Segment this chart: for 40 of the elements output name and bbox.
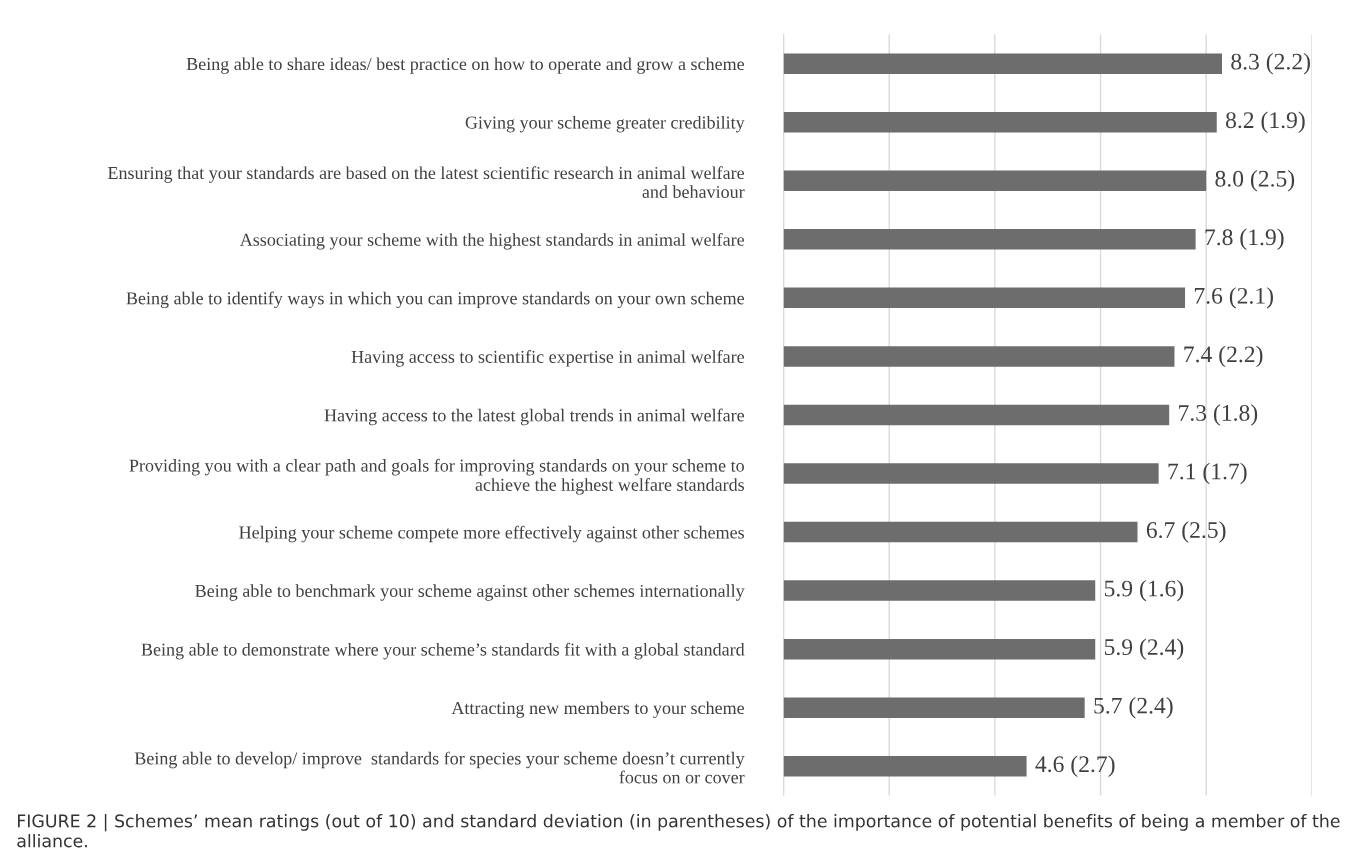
y-tick-label: Associating your scheme with the highest standards in animal welfare bbox=[239, 232, 745, 250]
bar bbox=[783, 638, 1096, 660]
bar bbox=[783, 697, 1085, 718]
y-tick-label: Having access to the latest global trends in animal welfare bbox=[324, 408, 745, 426]
caption: FIGURE 2 | Schemes’ mean ratings (out of 10) and standard deviation (in parentheses) of the importance of potential benefits of being a member of the alliance. bbox=[17, 813, 1340, 848]
bar bbox=[783, 53, 1223, 74]
data-label: 7.6 (2.1) bbox=[1194, 287, 1273, 309]
data-label: 7.3 (1.8) bbox=[1179, 404, 1258, 426]
bar bbox=[783, 170, 1207, 192]
bar bbox=[783, 404, 1170, 426]
data-label: 7.4 (2.2) bbox=[1184, 345, 1263, 368]
data-label: 5.9 (1.6) bbox=[1104, 579, 1184, 602]
data-label: 5.9 (2.4) bbox=[1104, 638, 1184, 660]
data-label: 7.1 (1.7) bbox=[1168, 462, 1247, 485]
data-label: 7.8 (1.9) bbox=[1205, 228, 1284, 251]
y-tick-label: Having access to scientific expertise in animal welfare bbox=[351, 350, 745, 367]
y-tick-label: Giving your scheme greater credibility bbox=[465, 115, 745, 133]
bar bbox=[783, 521, 1138, 543]
y-tick-label: Being able to benchmark your scheme against other schemes internationally bbox=[195, 584, 745, 601]
y-tick-label: Being able to demonstrate where your scheme’s standards fit with a global standard bbox=[141, 642, 745, 660]
data-label: 8.3 (2.2) bbox=[1231, 52, 1310, 75]
bar bbox=[783, 346, 1175, 367]
data-label: 5.7 (2.4) bbox=[1094, 696, 1173, 719]
y-tick-label: Being able to develop/ improve standards for species your scheme doesn’t currently focus on or cover bbox=[134, 751, 745, 784]
bar bbox=[783, 229, 1196, 250]
bar bbox=[783, 580, 1096, 601]
y-tick-label: Attracting new members to your scheme bbox=[451, 701, 745, 718]
y-tick-label: Ensuring that your standards are based on the latest scientific research in animal welfare and behaviour bbox=[107, 166, 745, 199]
y-tick-label: Being able to identify ways in which you can improve standards on your own scheme bbox=[126, 291, 745, 309]
bar bbox=[783, 755, 1027, 777]
data-label: 4.6 (2.7) bbox=[1035, 755, 1115, 777]
data-label: 8.0 (2.5) bbox=[1215, 170, 1295, 192]
data-label: 8.2 (1.9) bbox=[1225, 111, 1305, 133]
bar bbox=[783, 463, 1159, 484]
data-label: 6.7 (2.5) bbox=[1146, 521, 1226, 543]
y-tick-label: Being able to share ideas/ best practice on how to operate and grow a scheme bbox=[186, 57, 745, 74]
bar bbox=[783, 287, 1186, 309]
y-tick-label: Helping your scheme compete more effectively against other schemes bbox=[239, 525, 745, 543]
bar bbox=[783, 111, 1217, 133]
y-tick-label: Providing you with a clear path and goals for improving standards on your scheme to achieve the highest welfare standards bbox=[129, 458, 745, 495]
